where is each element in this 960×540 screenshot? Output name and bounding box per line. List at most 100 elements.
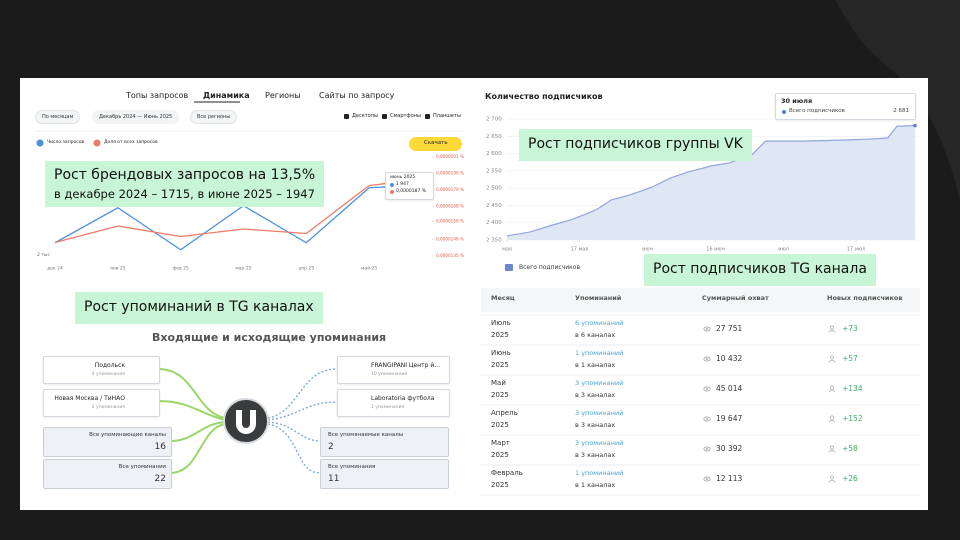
total-box: Все упоминания 22 [43,459,172,489]
reach: 10 432 [716,354,743,363]
callout: Рост подписчиков группы VK [519,129,752,161]
table-header: Месяц [491,294,515,302]
people-icon [830,385,834,390]
y-tick-label: 2 400 [486,220,502,226]
tab[interactable]: Регионы [265,91,301,100]
legend-marker [505,264,513,271]
y2-tick-label: 0,0000168 % [436,204,464,209]
x-tick-label: дек 24 [47,266,63,272]
connector [267,423,321,474]
month: Май [491,379,506,387]
checkbox[interactable] [344,114,349,119]
checkbox[interactable] [425,114,430,119]
channels: в 1 каналах [575,481,616,489]
mentions-link[interactable]: 1 упоминаний [575,349,624,357]
eye-icon [703,356,711,362]
download-button[interactable] [409,137,462,151]
year: 2025 [491,451,509,459]
people-icon [828,449,836,453]
filter[interactable]: Декабрь 2024 — Июнь 2025 [92,110,180,124]
node-count: 2 упоминания [91,405,125,410]
legend-label[interactable]: Доля от всех запросов [104,140,158,145]
new-subscribers: +152 [842,414,863,423]
series-line [506,124,916,237]
node-count: 10 упоминаний [371,372,408,377]
table-header: Суммарный охват [702,294,769,302]
total-label: Все упоминающие каналы [89,432,166,438]
filter[interactable]: По месяцам [35,110,81,124]
checkbox-label[interactable]: Смартфоны [390,113,421,119]
y-tick-label: 2 500 [486,186,502,192]
y2-tick-label: 0,0000201 % [436,154,464,159]
tab-active[interactable]: Динамика [203,91,250,100]
year: 2025 [491,361,509,369]
x-tick-label: июн [642,247,653,253]
new-subscribers: +134 [842,384,863,393]
connector [169,423,226,474]
connector [169,421,226,442]
node: Laboratoria футбола 1 упоминания [337,389,450,417]
legend-label: Всего подписчиков [519,264,580,271]
mentions-link[interactable]: 3 упоминаний [575,439,624,447]
total-box: Все упомянаемые каналы 2 [320,427,449,457]
people-icon [830,475,834,480]
node-name: Подольск [94,362,125,369]
tooltip-dot [390,183,394,187]
eye-icon [703,476,711,482]
reach: 27 751 [716,324,743,333]
people-icon [828,389,836,393]
mentions-link[interactable]: 3 упоминаний [575,379,624,387]
total-value: 22 [154,474,166,484]
tooltip-value: 0,0000187 % [396,189,427,194]
node: Подольск 4 упоминания [43,356,160,384]
month: Апрель [491,409,518,417]
legend-marker[interactable] [93,139,101,147]
filter[interactable]: Все регионы [190,110,238,124]
legend-label[interactable]: Число запросов [47,140,85,145]
new-subscribers: +57 [842,354,858,363]
series-line [54,177,433,244]
y-tick-label: 2 700 [486,117,502,123]
eye-icon [703,326,711,332]
table-header: Упоминаний [575,294,622,302]
eye-icon [703,446,711,452]
total-value: 16 [154,442,166,452]
tooltip-title: 30 июля [781,97,813,105]
download-label[interactable]: Скачать [424,140,448,146]
month: Июнь [491,349,511,357]
people-icon [828,479,836,483]
callout: Рост упоминаний в TG каналах [75,292,323,324]
node-name: FRANGIPANI Центр й... [371,362,440,369]
reach: 30 392 [716,444,743,453]
month: Март [491,439,510,447]
eye-icon [703,416,711,422]
year: 2025 [491,331,509,339]
channels: в 3 каналах [575,391,616,399]
tab[interactable]: Топы запросов [126,91,189,100]
series-area [507,125,915,240]
total-box: Все упоминания 11 [320,459,449,489]
channels: в 6 каналах [575,331,616,339]
callout: Рост подписчиков TG канала [644,254,876,286]
legend-marker[interactable] [36,139,44,147]
month: Февраль [491,469,523,477]
checkbox[interactable] [382,114,387,119]
y-tick-label: 2 450 [486,203,502,209]
channels: в 1 каналах [575,361,616,369]
chart-title: Количество подписчиков [485,92,603,101]
tab[interactable]: Сайты по запросу [319,91,395,100]
people-icon [828,359,836,363]
month: Июль [491,319,511,327]
x-tick-label: мая [502,247,512,253]
checkbox-label[interactable]: Десктопы [352,113,378,119]
mentions-link[interactable]: 6 упоминаний [575,319,624,327]
node: FRANGIPANI Центр й... 10 упоминаний [337,356,450,384]
node-count: 4 упоминания [91,372,125,377]
checkbox-label[interactable]: Планшеты [433,113,461,119]
mentions-link[interactable]: 1 упоминаний [575,469,624,477]
tooltip-title: июнь 2025 [390,175,416,180]
mentions-link[interactable]: 3 упоминаний [575,409,624,417]
total-label: Все упомянаемые каналы [328,432,404,438]
tooltip-value: 2 681 [893,108,909,114]
